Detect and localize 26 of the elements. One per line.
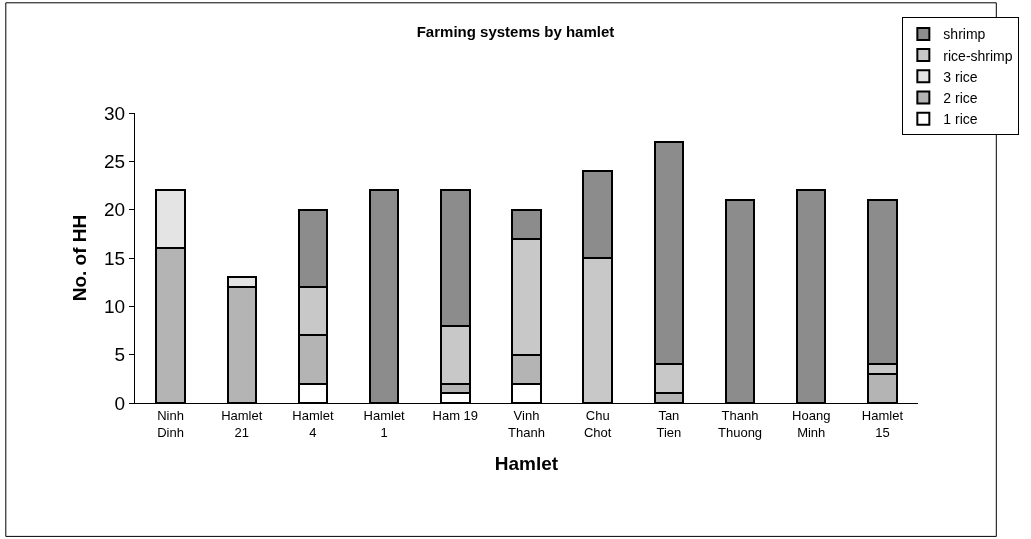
x-tick-label: Hamlet 15 [861, 407, 904, 440]
x-tick-label: Ham 19 [432, 407, 479, 423]
legend-label: rice-shrimp [943, 47, 1013, 64]
y-tick-label: 15 [104, 247, 126, 269]
x-tick-label: Thanh Thuong [718, 407, 763, 440]
y-tick-label: 20 [104, 199, 126, 221]
x-tick-label: Hoang Minh [792, 407, 831, 440]
legend-label: 1 rice [943, 111, 978, 128]
x-tick-label: Hamlet 21 [221, 407, 263, 440]
legend-label: 2 rice [943, 89, 978, 106]
x-tick-label: Hamlet 1 [363, 407, 406, 440]
y-tick-label: 30 [104, 102, 126, 124]
legend-label: 3 rice [943, 68, 978, 85]
y-tick-label: 10 [104, 295, 126, 317]
x-axis-title: Hamlet [494, 453, 559, 475]
y-tick-label: 5 [114, 344, 126, 366]
chart-title: Farming systems by hamlet [416, 23, 615, 41]
x-tick-label: Ninh Dinh [157, 407, 184, 440]
y-tick-label: 0 [114, 392, 126, 414]
x-tick-label: Vinh Thanh [508, 407, 545, 440]
x-tick-label: Tan Tien [656, 407, 682, 440]
legend-label: shrimp [943, 26, 986, 43]
x-tick-label: Hamlet 4 [292, 407, 334, 440]
x-tick-label: Chu Chot [583, 407, 612, 440]
y-axis-title: No. of HH [68, 214, 90, 302]
y-tick-label: 25 [104, 150, 126, 172]
